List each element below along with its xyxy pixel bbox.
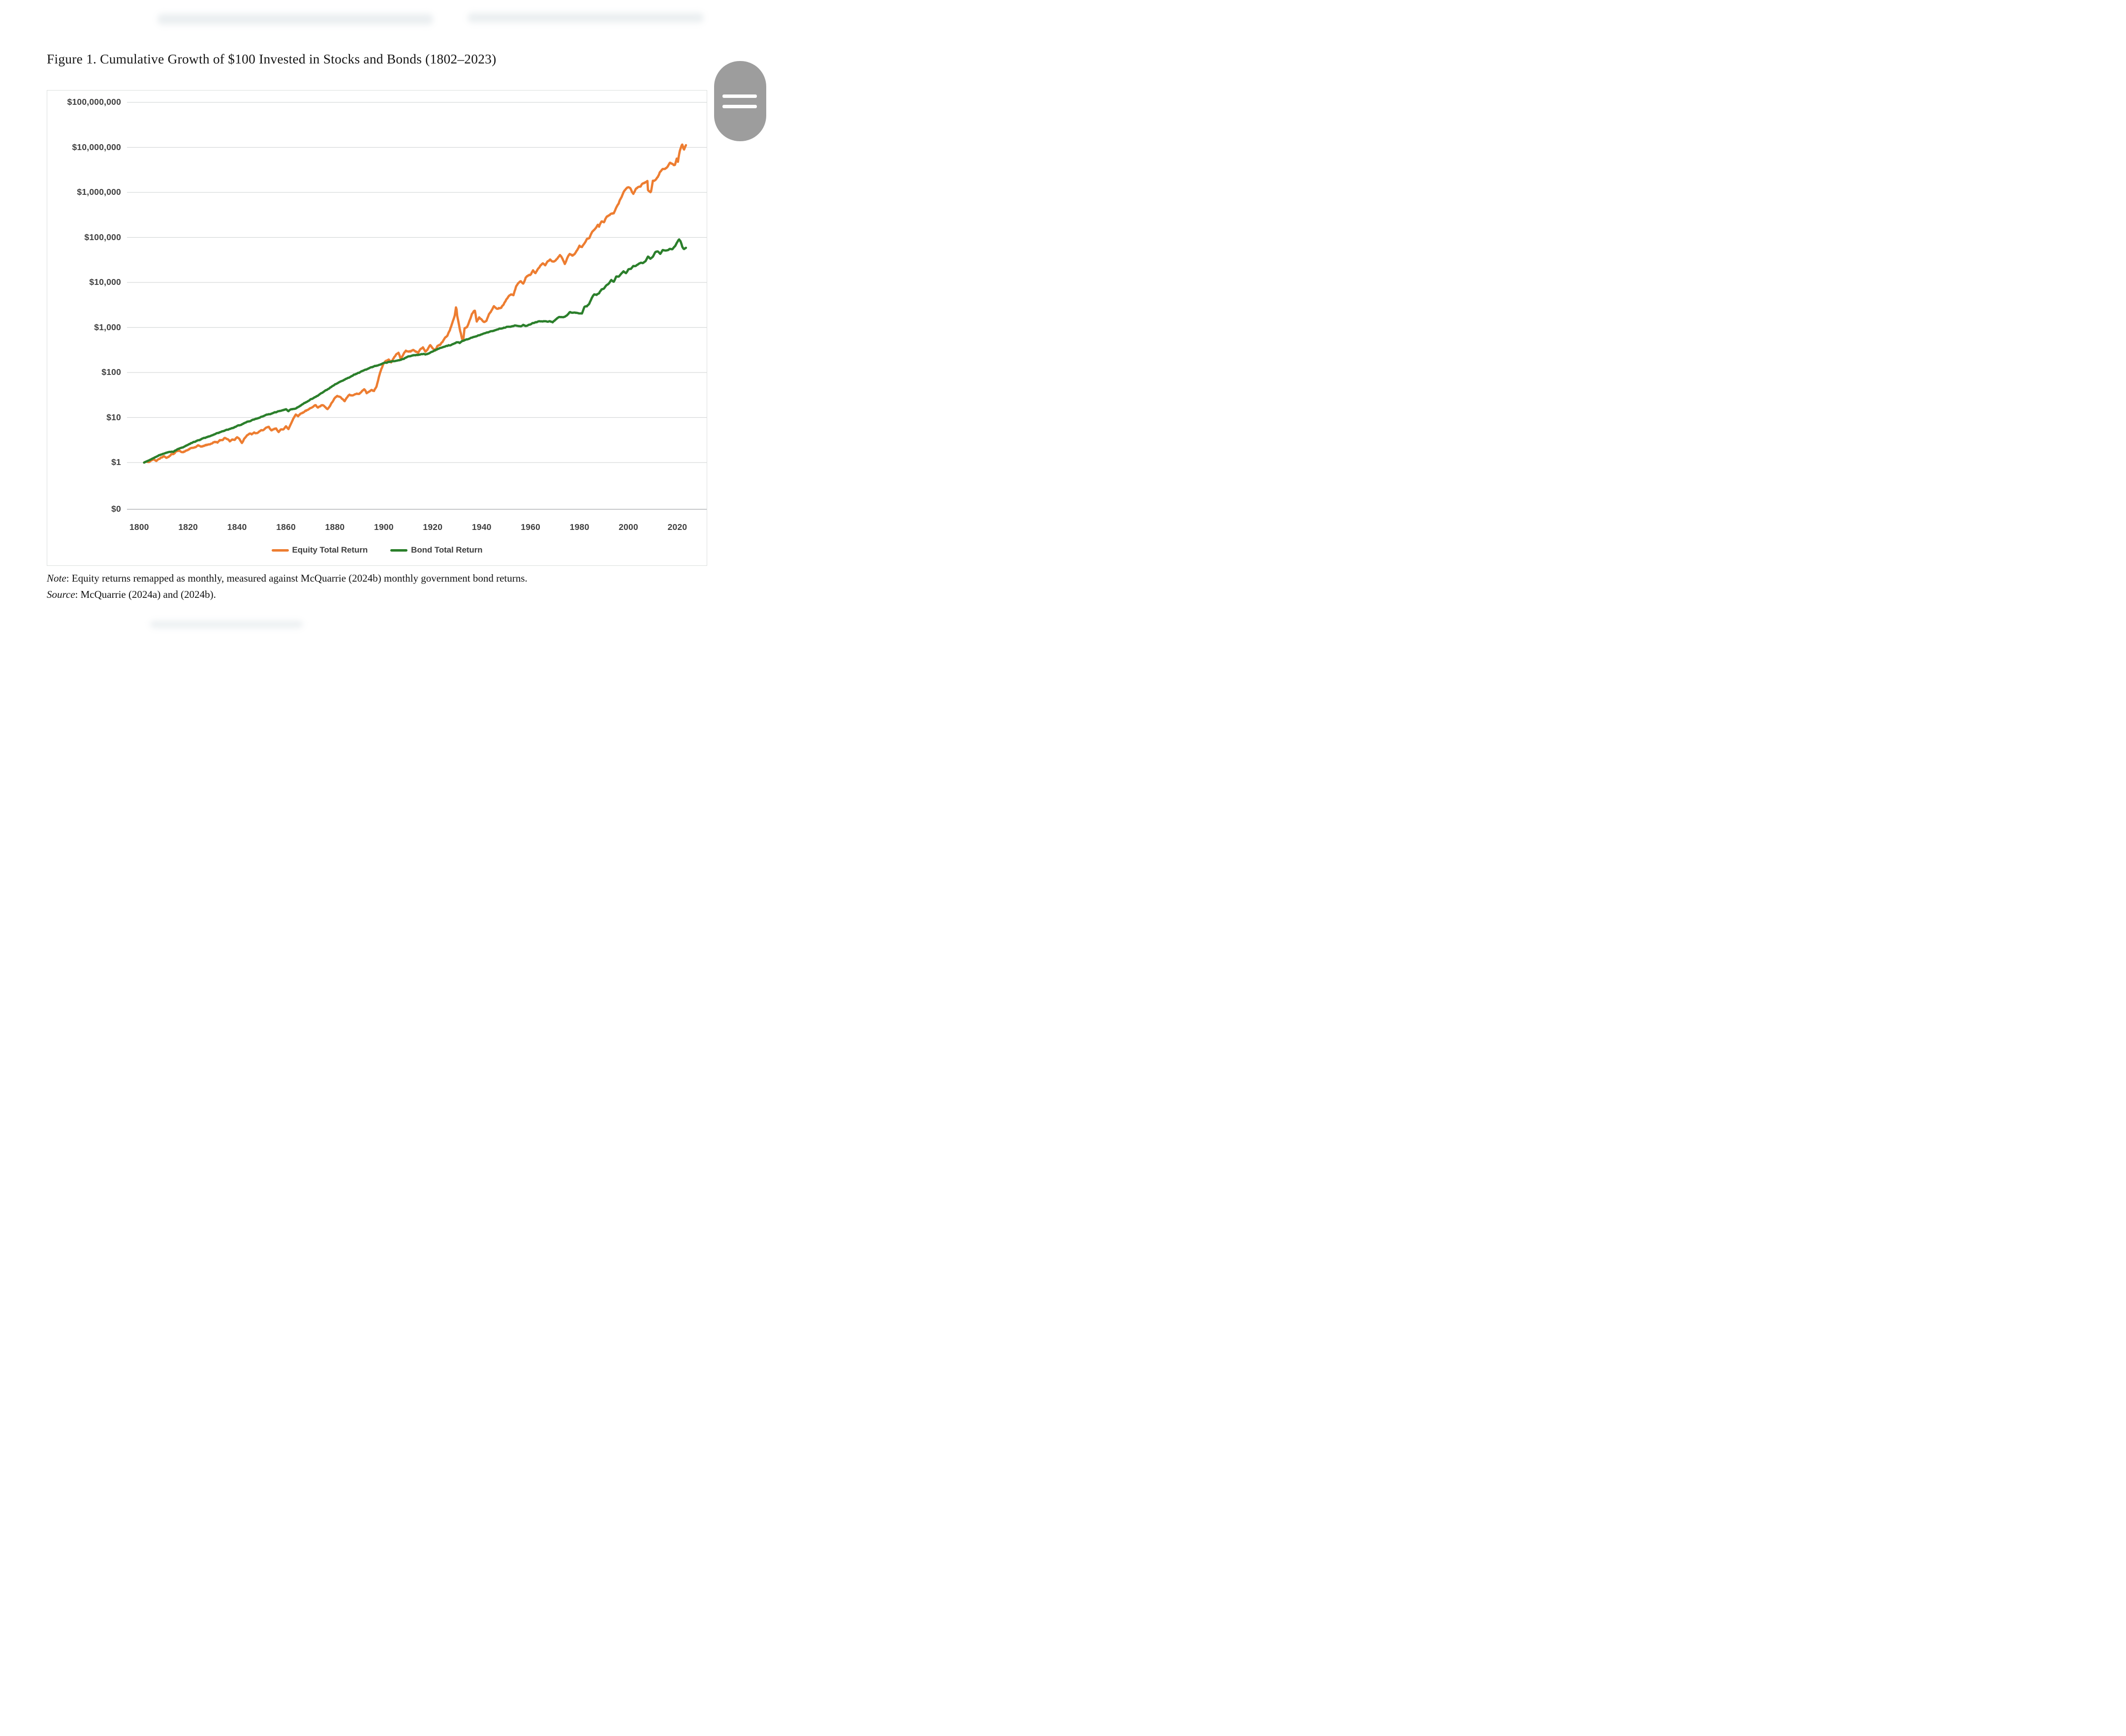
ghost-smudge-bottom	[150, 621, 303, 628]
equity-line	[143, 143, 688, 464]
bond-line-swatch-icon	[390, 549, 408, 552]
note-text: : Equity returns remapped as monthly, me…	[66, 572, 528, 584]
y-tick-label: $100,000,000	[67, 97, 121, 107]
hamburger-bar-icon	[722, 105, 757, 108]
x-tick-label: 1920	[423, 522, 443, 532]
legend-item-bond: Bond Total Return	[390, 545, 483, 555]
growth-chart	[127, 102, 707, 510]
y-tick-label: $0	[111, 504, 121, 514]
chart-legend: Equity Total Return Bond Total Return	[47, 545, 707, 555]
figure-note: Note: Equity returns remapped as monthly…	[47, 572, 716, 585]
x-tick-label: 1980	[569, 522, 590, 532]
y-tick-label: $1,000	[94, 322, 121, 332]
x-tick-label: 1820	[178, 522, 198, 532]
document-page: { "page": { "title": "Figure 1. Cumulati…	[0, 0, 772, 630]
y-tick-label: $1	[111, 457, 121, 467]
x-tick-label: 1840	[227, 522, 247, 532]
figure-source: Source: McQuarrie (2024a) and (2024b).	[47, 589, 716, 601]
x-tick-label: 1880	[325, 522, 345, 532]
legend-item-equity: Equity Total Return	[271, 545, 368, 555]
scrollbar-thumb[interactable]	[714, 61, 766, 141]
equity-line-swatch-icon	[271, 549, 289, 552]
x-tick-label: 2020	[667, 522, 688, 532]
figure-title: Figure 1. Cumulative Growth of $100 Inve…	[47, 51, 497, 66]
y-tick-label: $10,000	[89, 277, 121, 287]
x-tick-label: 1800	[129, 522, 149, 532]
source-lead: Source	[47, 589, 75, 600]
hamburger-bar-icon	[722, 94, 757, 98]
note-lead: Note	[47, 572, 66, 584]
x-tick-label: 2000	[619, 522, 638, 532]
source-text: : McQuarrie (2024a) and (2024b).	[75, 589, 216, 600]
x-tick-label: 1960	[521, 522, 540, 532]
y-tick-label: $100,000	[84, 232, 121, 242]
ghost-smudge-top-right	[468, 13, 704, 23]
y-tick-label: $1,000,000	[77, 187, 121, 197]
legend-label-equity: Equity Total Return	[292, 545, 368, 555]
ghost-smudge-top-left	[157, 14, 433, 25]
y-tick-label: $10,000,000	[72, 142, 121, 152]
bond-line	[143, 238, 688, 464]
x-tick-label: 1860	[276, 522, 296, 532]
y-tick-label: $100	[101, 367, 121, 377]
legend-label-bond: Bond Total Return	[411, 545, 483, 555]
x-tick-label: 1900	[374, 522, 394, 532]
y-tick-label: $10	[106, 412, 121, 422]
x-tick-label: 1940	[471, 522, 492, 532]
chart-area	[47, 90, 707, 566]
